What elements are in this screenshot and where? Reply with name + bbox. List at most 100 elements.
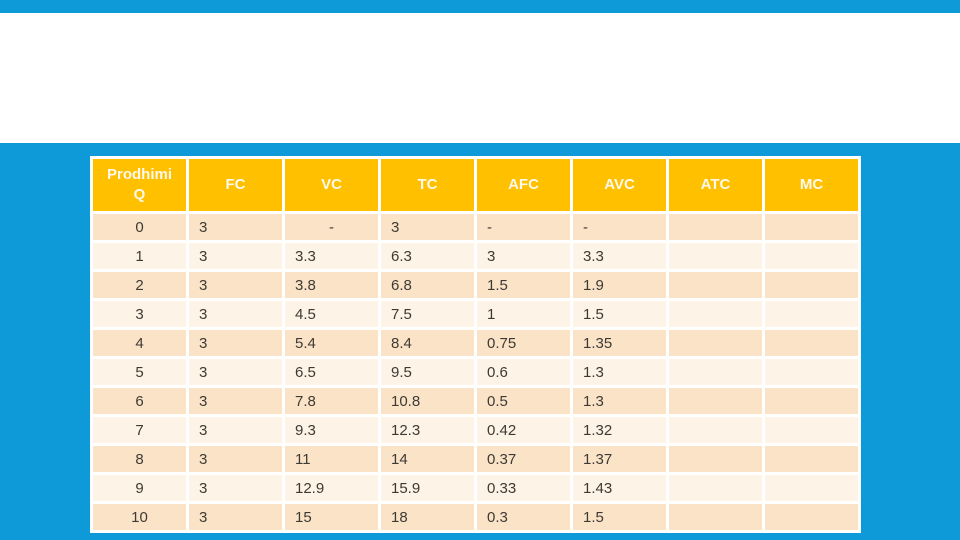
table-cell: 1.5: [573, 301, 666, 327]
table-cell: [669, 272, 762, 298]
column-header: AFC: [477, 159, 570, 211]
table-cell: 1.43: [573, 475, 666, 501]
table-cell: [765, 301, 858, 327]
table-row: 4 3 5.4 8.4 0.75 1.35: [93, 330, 858, 356]
table-cell: 1.3: [573, 359, 666, 385]
table-cell: 18: [381, 504, 474, 530]
table-cell: 3: [381, 214, 474, 240]
table-cell: 0.5: [477, 388, 570, 414]
table-body: 0 3-3- -1 3 3.3 6.3 3 3.3 2 3 3.8 6.8 1.5 1.9 3 3 4.5 7.5…: [93, 214, 858, 530]
table-cell: 0.33: [477, 475, 570, 501]
table-cell: 9.5: [381, 359, 474, 385]
table-cell: 9: [93, 475, 186, 501]
table-cell: 1.32: [573, 417, 666, 443]
table-cell: 1.5: [477, 272, 570, 298]
table-cell: 3.8: [285, 272, 378, 298]
column-header: VC: [285, 159, 378, 211]
table-cell: [669, 446, 762, 472]
column-header: TC: [381, 159, 474, 211]
table-cell: 6.3: [381, 243, 474, 269]
table-cell: 10: [93, 504, 186, 530]
table-cell: [765, 446, 858, 472]
table-cell: 12.9: [285, 475, 378, 501]
column-header: FC: [189, 159, 282, 211]
table-cell: 8.4: [381, 330, 474, 356]
table-cell: 0.75: [477, 330, 570, 356]
table-cell: 15: [285, 504, 378, 530]
table-cell: 3: [189, 446, 282, 472]
table-cell: -: [477, 214, 570, 240]
table-cell: 1.9: [573, 272, 666, 298]
table-cell: 3: [189, 243, 282, 269]
table-cell: 0.42: [477, 417, 570, 443]
table-cell: [669, 301, 762, 327]
table-cell: -: [285, 214, 378, 240]
table-cell: [765, 504, 858, 530]
table-row: 5 3 6.5 9.5 0.6 1.3: [93, 359, 858, 385]
table-cell: 1: [477, 301, 570, 327]
table-cell: 7.5: [381, 301, 474, 327]
table-cell: 7: [93, 417, 186, 443]
table-header-row: Prodhimi Q FC VC TC AFC AVC ATC MC: [93, 159, 858, 211]
table-cell: 0: [93, 214, 186, 240]
table-cell: 0.37: [477, 446, 570, 472]
table-row: 2 3 3.8 6.8 1.5 1.9: [93, 272, 858, 298]
slide-content-area: Prodhimi Q FC VC TC AFC AVC ATC MC 0 3-3- -1 3 3.3 6…: [0, 143, 960, 540]
table-cell: 3.3: [573, 243, 666, 269]
table-cell: 0.6: [477, 359, 570, 385]
table-cell: 3: [189, 475, 282, 501]
table-cell: [765, 475, 858, 501]
table-cell: 5: [93, 359, 186, 385]
table-row: 1 3 3.3 6.3 3 3.3: [93, 243, 858, 269]
column-header: ATC: [669, 159, 762, 211]
table-cell: 11: [285, 446, 378, 472]
table-cell: 3: [189, 359, 282, 385]
table-cell: 1.35: [573, 330, 666, 356]
table-cell: 15.9: [381, 475, 474, 501]
table-cell: [765, 330, 858, 356]
column-header: MC: [765, 159, 858, 211]
table-cell: 4: [93, 330, 186, 356]
table-cell: 0.3: [477, 504, 570, 530]
table-cell: 1.3: [573, 388, 666, 414]
table-cell: [669, 388, 762, 414]
table-cell: [669, 475, 762, 501]
table-row: 3 3 4.5 7.5 1 1.5: [93, 301, 858, 327]
table-cell: 7.8: [285, 388, 378, 414]
cost-table: Prodhimi Q FC VC TC AFC AVC ATC MC 0 3-3- -1 3 3.3 6…: [90, 156, 861, 533]
column-header: AVC: [573, 159, 666, 211]
table-cell: 3: [93, 301, 186, 327]
table-cell: 3: [189, 417, 282, 443]
table-cell: [765, 359, 858, 385]
table-cell: 10.8: [381, 388, 474, 414]
table-row: 7 3 9.3 12.3 0.42 1.32: [93, 417, 858, 443]
table-cell: [765, 243, 858, 269]
table-row: 6 3 7.8 10.8 0.5 1.3: [93, 388, 858, 414]
table-cell: 3: [189, 330, 282, 356]
table-cell: [669, 214, 762, 240]
table-cell: 3: [189, 272, 282, 298]
table-cell: 3: [189, 504, 282, 530]
table-cell: 5.4: [285, 330, 378, 356]
table-cell: 3: [189, 214, 282, 240]
table-cell: 9.3: [285, 417, 378, 443]
table-cell: 3: [189, 388, 282, 414]
table-cell: [669, 504, 762, 530]
table-cell: 4.5: [285, 301, 378, 327]
table-row: 8 3 11 14 0.37 1.37: [93, 446, 858, 472]
column-header: Prodhimi Q: [93, 159, 186, 211]
table-cell: 3.3: [285, 243, 378, 269]
table-cell: 8: [93, 446, 186, 472]
table-row: 9 3 12.9 15.9 0.33 1.43: [93, 475, 858, 501]
table-cell: 6: [93, 388, 186, 414]
table-cell: [669, 243, 762, 269]
title-placeholder: [0, 13, 960, 143]
table-row: 10 3 15 18 0.3 1.5: [93, 504, 858, 530]
table-cell: 3: [477, 243, 570, 269]
table-cell: 3: [189, 301, 282, 327]
table-cell: [765, 272, 858, 298]
table-cell: -: [573, 214, 666, 240]
top-accent-bar: [0, 0, 960, 13]
table-cell: 12.3: [381, 417, 474, 443]
